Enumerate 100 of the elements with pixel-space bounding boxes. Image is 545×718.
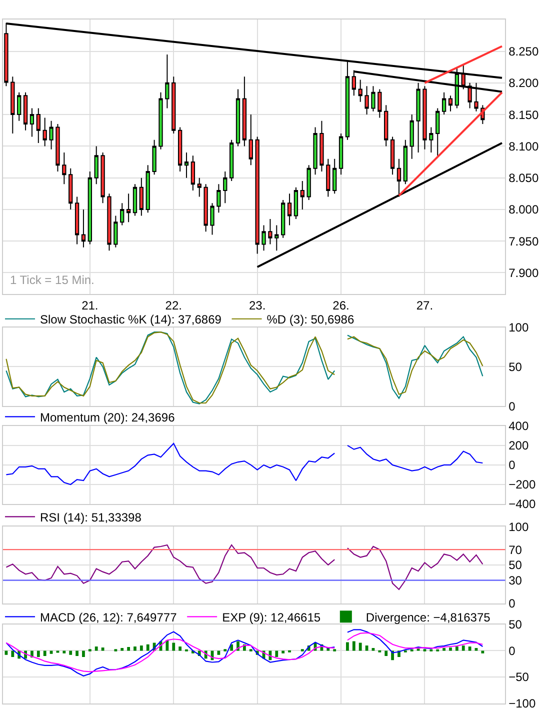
candlestick xyxy=(42,117,47,147)
candlestick xyxy=(107,193,112,252)
bar xyxy=(146,644,150,651)
candlestick xyxy=(236,88,240,147)
bar xyxy=(11,650,14,657)
candlestick xyxy=(262,224,266,252)
candlestick xyxy=(320,120,324,172)
legend-label: MACD (26, 12): 7,649777 xyxy=(40,610,178,624)
bar xyxy=(178,646,182,651)
candlestick xyxy=(294,186,298,220)
bar xyxy=(217,650,220,655)
candlestick xyxy=(436,108,440,156)
candlestick xyxy=(326,158,330,198)
candlestick xyxy=(190,155,196,191)
legend-label: EXP (9): 12,46615 xyxy=(222,610,321,624)
candlestick xyxy=(158,92,163,150)
y-tick-label: −50 xyxy=(508,670,530,684)
legend-label: %D (3): 50,6986 xyxy=(266,312,354,327)
candlestick xyxy=(178,126,182,172)
y-tick-label: 30 xyxy=(508,573,522,588)
candlestick xyxy=(81,208,86,248)
candlestick xyxy=(410,114,414,160)
y-tick-label: 0 xyxy=(508,399,516,414)
candlestick xyxy=(10,76,15,134)
bar xyxy=(43,650,46,656)
candlestick xyxy=(56,124,60,172)
bar xyxy=(358,642,362,651)
candlestick xyxy=(139,177,144,216)
bar xyxy=(36,650,40,657)
candlestick xyxy=(146,164,150,214)
candlestick xyxy=(30,108,34,138)
y-tick-label: 70 xyxy=(508,542,522,557)
bar xyxy=(76,650,78,656)
candlestick xyxy=(378,88,382,118)
y-tick-label: 50 xyxy=(508,618,522,632)
x-tick-label: 23. xyxy=(248,298,266,313)
y-tick-label: 200 xyxy=(508,438,529,453)
bar xyxy=(282,650,285,654)
bar xyxy=(172,642,176,651)
candlestick xyxy=(165,54,170,109)
candlestick xyxy=(300,180,304,210)
candlestick xyxy=(172,76,176,134)
candlestick xyxy=(126,193,131,223)
y-tick-label: 100 xyxy=(508,520,529,534)
candlestick xyxy=(287,193,292,226)
candlestick xyxy=(422,86,427,150)
y-tick-label: 50 xyxy=(508,558,522,572)
bar xyxy=(82,650,85,657)
y-tick-label: 7.950 xyxy=(508,234,539,248)
bar xyxy=(352,641,356,651)
y-tick-label: 8.150 xyxy=(508,108,539,122)
candlestick xyxy=(120,202,124,226)
legend-label: Slow Stochastic %K (14): 37,6869 xyxy=(40,312,222,327)
y-tick-label: 100 xyxy=(508,320,529,335)
bar xyxy=(120,648,124,651)
candlestick xyxy=(429,126,434,154)
bar xyxy=(69,650,72,655)
y-tick-label: −400 xyxy=(508,497,536,512)
bar xyxy=(134,646,136,651)
candlestick xyxy=(442,92,446,116)
candlestick xyxy=(364,86,369,116)
x-tick-label: 26. xyxy=(332,298,350,313)
candlestick xyxy=(371,86,376,112)
y-tick-label: 50 xyxy=(508,360,522,374)
candlestick xyxy=(268,218,272,245)
bar xyxy=(455,646,458,651)
candlestick xyxy=(36,108,40,144)
bar xyxy=(275,650,278,657)
candlestick xyxy=(480,104,485,125)
candlestick xyxy=(313,126,318,176)
candlestick xyxy=(68,168,73,210)
bar xyxy=(140,645,143,651)
candlestick xyxy=(338,133,344,176)
y-tick-label: 0 xyxy=(508,458,516,472)
candlestick xyxy=(390,136,395,176)
y-tick-label: −200 xyxy=(508,478,536,492)
bar xyxy=(481,650,484,654)
y-tick-label: 0 xyxy=(508,644,516,658)
y-tick-label: 8.000 xyxy=(508,202,539,217)
candlestick xyxy=(223,171,228,204)
bar xyxy=(384,650,388,656)
candlestick xyxy=(152,139,156,176)
candlestick xyxy=(403,139,408,185)
legend-label: Momentum (20): 24,3696 xyxy=(40,410,176,424)
legend-label: RSI (14): 51,33398 xyxy=(40,510,142,524)
y-tick-label: 400 xyxy=(508,419,529,434)
bar xyxy=(442,648,446,651)
annotation: 1 Tick = 15 Min. xyxy=(10,273,94,287)
candlestick xyxy=(248,114,253,166)
candlestick xyxy=(229,139,234,182)
y-tick-label: 8.250 xyxy=(508,44,539,58)
candlestick xyxy=(49,120,54,150)
candlestick xyxy=(448,95,453,112)
bar xyxy=(50,650,53,654)
candlestick xyxy=(210,202,214,236)
bar xyxy=(94,646,98,651)
candlestick xyxy=(242,76,247,147)
bar xyxy=(462,645,465,651)
candlestick xyxy=(306,164,311,200)
candlestick xyxy=(94,146,98,185)
